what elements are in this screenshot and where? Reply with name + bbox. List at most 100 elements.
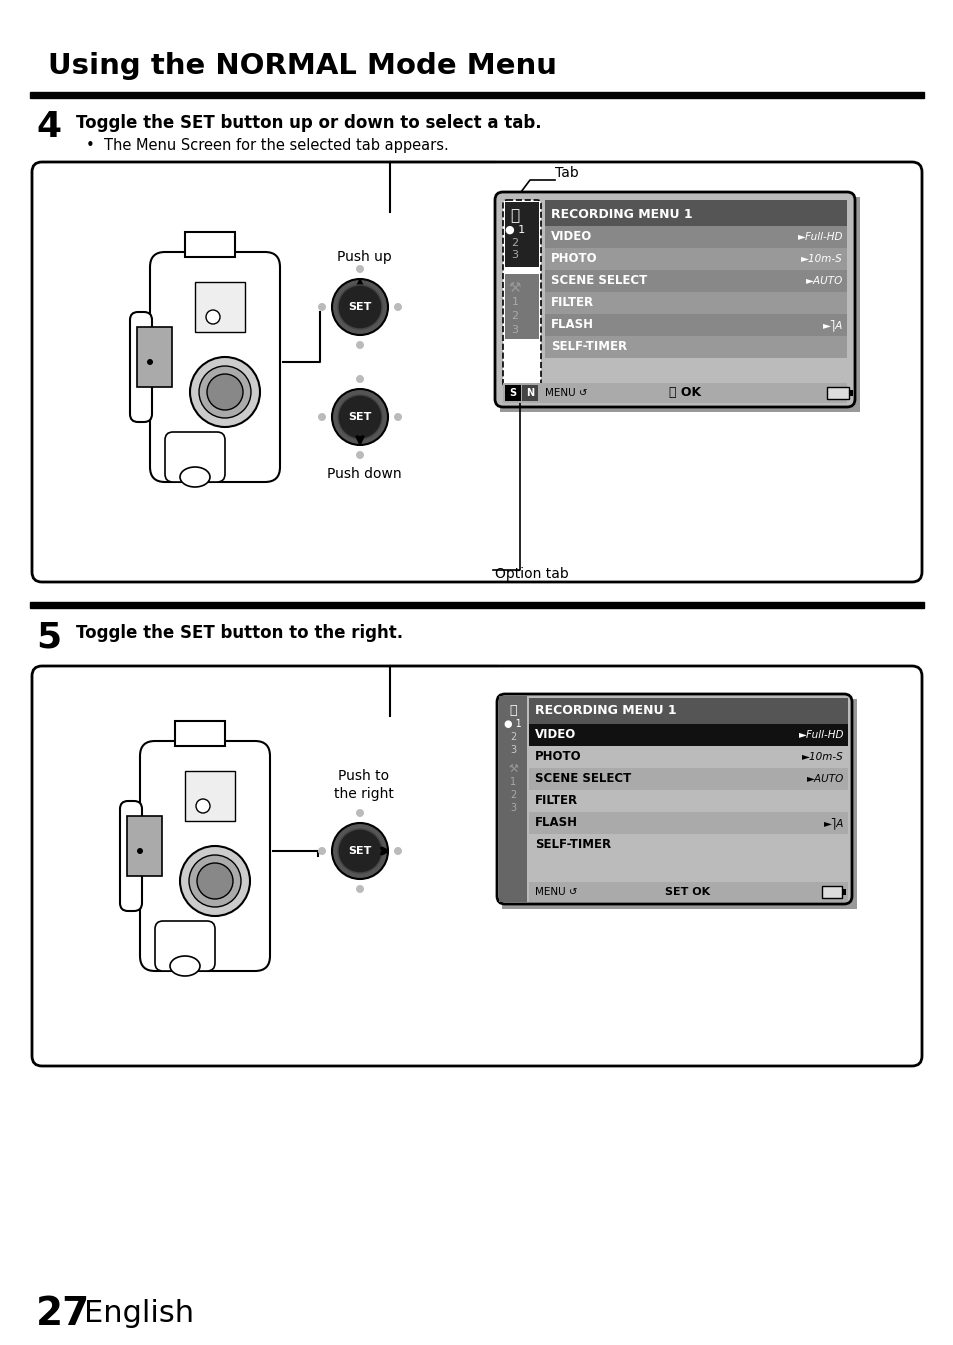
Circle shape — [394, 413, 401, 421]
Bar — [544, 292, 846, 313]
Text: ⎙: ⎙ — [509, 703, 517, 717]
FancyBboxPatch shape — [495, 192, 854, 408]
Circle shape — [332, 823, 388, 880]
FancyBboxPatch shape — [502, 200, 540, 387]
Text: the right: the right — [334, 787, 394, 802]
FancyBboxPatch shape — [130, 312, 152, 422]
Bar — [821, 886, 841, 898]
Bar — [185, 771, 234, 820]
FancyBboxPatch shape — [497, 694, 851, 904]
Bar — [544, 247, 846, 270]
Bar — [529, 834, 847, 855]
Bar — [529, 724, 847, 746]
Bar — [504, 274, 538, 339]
Text: RECORDING MENU 1: RECORDING MENU 1 — [535, 705, 676, 717]
FancyBboxPatch shape — [120, 802, 142, 911]
Bar — [826, 387, 848, 399]
Text: ►⎤A: ►⎤A — [821, 319, 842, 331]
Circle shape — [355, 265, 364, 273]
Text: 3: 3 — [511, 250, 518, 260]
FancyBboxPatch shape — [154, 921, 214, 971]
Bar — [194, 282, 245, 332]
Bar — [127, 816, 162, 876]
Text: SELF-TIMER: SELF-TIMER — [535, 838, 611, 851]
Text: 4: 4 — [36, 110, 61, 144]
Circle shape — [332, 278, 388, 335]
Text: Push down: Push down — [326, 467, 401, 482]
Circle shape — [332, 389, 388, 445]
Text: SET: SET — [348, 303, 372, 312]
Text: Push up: Push up — [336, 250, 391, 264]
Bar — [502, 383, 846, 404]
Text: 2: 2 — [511, 311, 518, 321]
Bar — [544, 200, 846, 226]
Text: •  The Menu Screen for the selected tab appears.: • The Menu Screen for the selected tab a… — [86, 139, 448, 153]
Text: SCENE SELECT: SCENE SELECT — [535, 772, 631, 785]
Text: SELF-TIMER: SELF-TIMER — [551, 340, 626, 354]
FancyBboxPatch shape — [32, 161, 921, 582]
Text: FLASH: FLASH — [535, 816, 578, 830]
Text: ►AUTO: ►AUTO — [805, 276, 842, 286]
Text: S: S — [509, 387, 516, 398]
Text: 3: 3 — [510, 803, 516, 812]
Text: Option tab: Option tab — [495, 568, 568, 581]
Circle shape — [317, 303, 326, 311]
Circle shape — [195, 799, 210, 812]
Circle shape — [147, 359, 152, 364]
Text: SET: SET — [348, 846, 372, 855]
Bar — [529, 768, 847, 790]
Text: VIDEO: VIDEO — [535, 729, 576, 741]
Text: PHOTO: PHOTO — [551, 253, 597, 265]
Text: Using the NORMAL Mode Menu: Using the NORMAL Mode Menu — [48, 52, 557, 79]
Text: N: N — [525, 387, 534, 398]
Bar — [529, 746, 847, 768]
Bar — [529, 882, 847, 902]
Bar — [501, 699, 856, 909]
Text: 5: 5 — [36, 620, 61, 654]
Text: ►⎤A: ►⎤A — [822, 818, 843, 829]
Circle shape — [355, 885, 364, 893]
Ellipse shape — [190, 356, 260, 426]
Bar — [185, 231, 234, 257]
Text: ● 1: ● 1 — [503, 720, 521, 729]
Bar — [544, 226, 846, 247]
Bar — [174, 721, 225, 746]
Text: RECORDING MENU 1: RECORDING MENU 1 — [551, 207, 692, 221]
Circle shape — [206, 309, 220, 324]
Text: MENU ↺: MENU ↺ — [544, 387, 587, 398]
Ellipse shape — [207, 374, 243, 410]
Text: SET: SET — [348, 412, 372, 422]
Circle shape — [137, 847, 143, 854]
Text: English: English — [84, 1299, 193, 1328]
Text: 1: 1 — [510, 777, 516, 787]
Circle shape — [317, 413, 326, 421]
Text: FLASH: FLASH — [551, 319, 594, 331]
Text: PHOTO: PHOTO — [535, 751, 581, 764]
Bar — [529, 698, 847, 724]
Text: ►10m-S: ►10m-S — [801, 254, 842, 264]
Circle shape — [355, 808, 364, 816]
FancyBboxPatch shape — [140, 741, 270, 971]
Bar — [521, 385, 537, 401]
Text: 2: 2 — [509, 732, 516, 742]
Text: ►Full-HD: ►Full-HD — [798, 730, 843, 740]
Ellipse shape — [196, 863, 233, 898]
Text: Toggle the SET button up or down to select a tab.: Toggle the SET button up or down to sele… — [76, 114, 541, 132]
Ellipse shape — [180, 846, 250, 916]
Circle shape — [337, 829, 381, 873]
Bar — [504, 385, 520, 401]
Text: ● 1: ● 1 — [504, 225, 524, 235]
Circle shape — [355, 342, 364, 348]
Text: ⚒: ⚒ — [507, 764, 517, 773]
FancyBboxPatch shape — [150, 252, 280, 482]
Text: SCENE SELECT: SCENE SELECT — [551, 274, 646, 288]
Text: Ⓢ OK: Ⓢ OK — [668, 386, 700, 399]
Ellipse shape — [170, 956, 200, 976]
Bar — [504, 202, 538, 268]
Bar — [498, 695, 526, 902]
Text: ⎙: ⎙ — [510, 208, 519, 223]
Text: 2: 2 — [511, 238, 518, 247]
Bar — [544, 270, 846, 292]
Circle shape — [355, 451, 364, 459]
Text: Toggle the SET button to the right.: Toggle the SET button to the right. — [76, 624, 403, 642]
